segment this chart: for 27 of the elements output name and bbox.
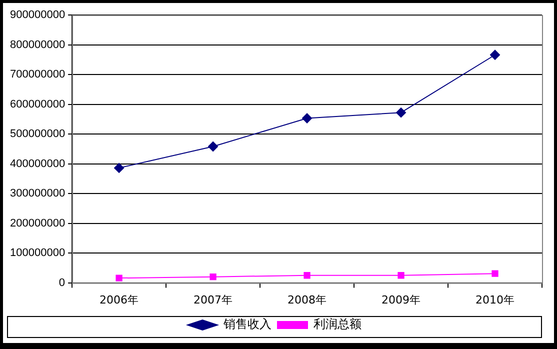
point (210, 274, 216, 280)
legend-label: 销售收入 (222, 317, 272, 332)
y-tick-label: 900000000 (10, 9, 66, 22)
y-tick-label: 0 (58, 276, 66, 289)
x-tick-label: 2008年 (288, 293, 327, 306)
legend-label: 利润总额 (314, 317, 362, 332)
x-tick-label: 2009年 (382, 293, 421, 306)
y-tick-label: 100000000 (10, 247, 66, 260)
y-tick-label: 400000000 (10, 158, 66, 170)
y-tick-label: 200000000 (10, 217, 66, 230)
point (490, 50, 500, 60)
x-tick-label: 2010年 (476, 293, 515, 306)
point (396, 108, 406, 118)
point (492, 270, 498, 277)
y-tick-label: 800000000 (10, 38, 66, 51)
y-tick-label: 300000000 (10, 188, 66, 200)
point (116, 274, 122, 282)
point (114, 162, 124, 173)
y-tick-label: 500000000 (10, 128, 66, 140)
point (304, 272, 310, 279)
x-tick-label: 2007年 (194, 293, 233, 306)
y-tick-label: 700000000 (10, 68, 66, 81)
point (302, 113, 312, 124)
point (208, 142, 218, 152)
y-tick-label: 600000000 (10, 98, 66, 110)
x-tick-label: 2006年 (100, 293, 139, 306)
point (398, 272, 404, 279)
